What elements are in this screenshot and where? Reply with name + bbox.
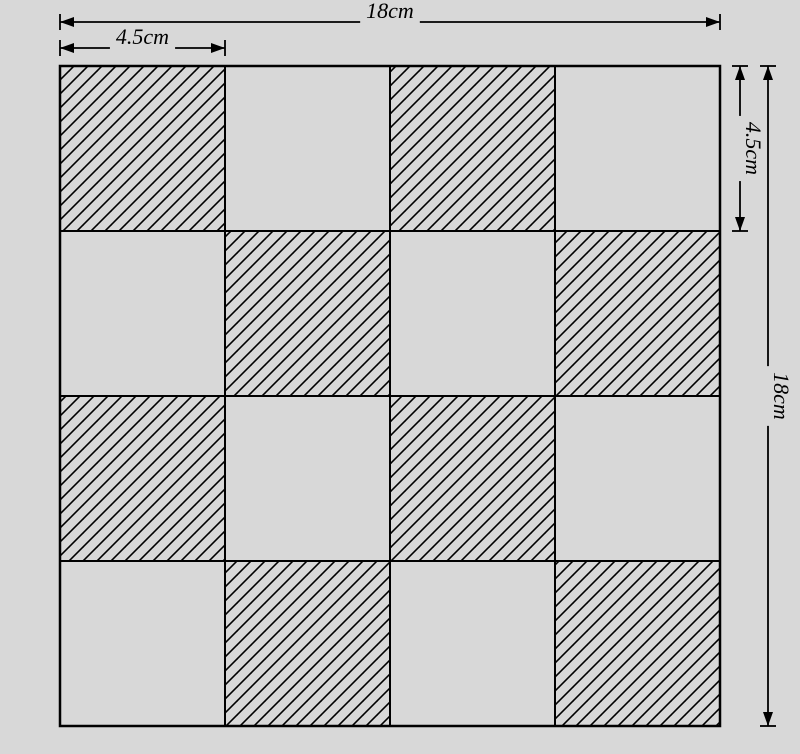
dim-right-cell-label: 4.5cm (741, 122, 766, 175)
cell-blank (555, 66, 720, 231)
cell-blank (555, 396, 720, 561)
cell-hatched (225, 561, 390, 726)
cell-blank (390, 231, 555, 396)
cell-hatched (225, 231, 390, 396)
dim-right-cell: 4.5cm (732, 66, 766, 231)
checker-grid (60, 66, 720, 726)
cell-blank (390, 561, 555, 726)
cell-hatched (555, 231, 720, 396)
cell-hatched (60, 396, 225, 561)
cell-hatched (390, 396, 555, 561)
cell-hatched (390, 66, 555, 231)
dim-right-total-label: 18cm (769, 372, 794, 420)
cell-blank (225, 396, 390, 561)
cell-blank (60, 231, 225, 396)
dim-top-cell: 4.5cm (60, 24, 225, 56)
dim-top-cell-label: 4.5cm (116, 24, 169, 49)
cell-blank (225, 66, 390, 231)
cell-hatched (60, 66, 225, 231)
cell-hatched (555, 561, 720, 726)
dim-top-total-label: 18cm (366, 0, 414, 23)
cell-blank (60, 561, 225, 726)
